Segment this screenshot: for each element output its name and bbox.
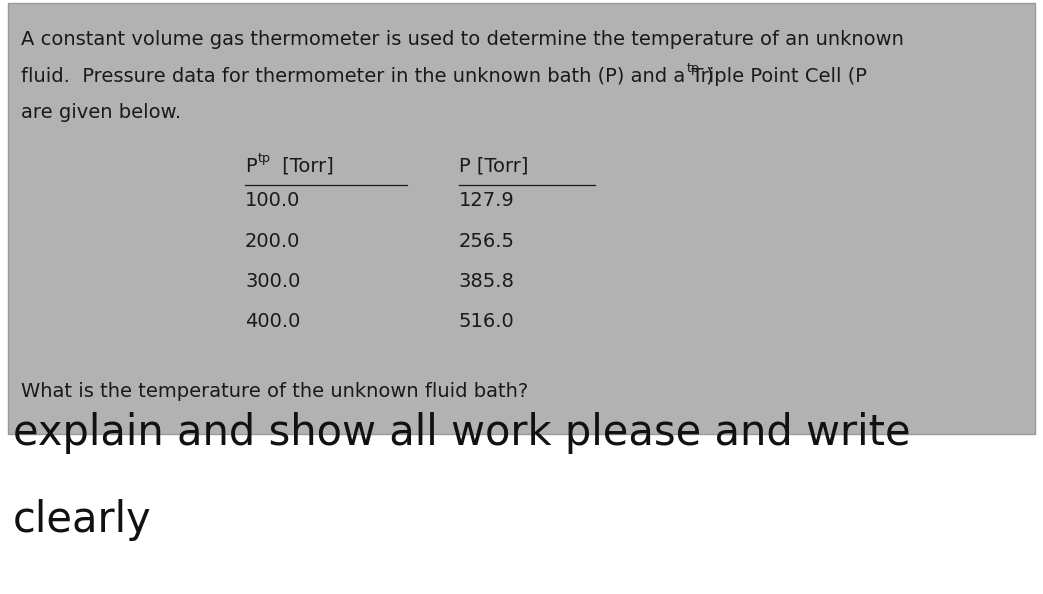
Text: tp: tp — [258, 152, 270, 165]
Text: 300.0: 300.0 — [245, 272, 300, 291]
Text: 385.8: 385.8 — [459, 272, 515, 291]
Text: [Torr]: [Torr] — [276, 157, 334, 176]
Text: ): ) — [705, 67, 712, 86]
Text: What is the temperature of the unknown fluid bath?: What is the temperature of the unknown f… — [21, 382, 528, 401]
Text: 200.0: 200.0 — [245, 232, 300, 251]
Text: are given below.: are given below. — [21, 103, 181, 122]
Text: P [Torr]: P [Torr] — [459, 157, 529, 176]
Text: explain and show all work please and write: explain and show all work please and wri… — [13, 412, 911, 454]
Text: 256.5: 256.5 — [459, 232, 515, 251]
Text: clearly: clearly — [13, 498, 151, 541]
Text: 516.0: 516.0 — [459, 312, 514, 331]
Text: tp: tp — [686, 62, 699, 75]
Text: 100.0: 100.0 — [245, 191, 300, 210]
Text: P: P — [245, 157, 257, 176]
Text: A constant volume gas thermometer is used to determine the temperature of an unk: A constant volume gas thermometer is use… — [21, 30, 903, 49]
Text: fluid.  Pressure data for thermometer in the unknown bath (P) and a Triple Point: fluid. Pressure data for thermometer in … — [21, 67, 867, 86]
Text: 400.0: 400.0 — [245, 312, 300, 331]
Text: 127.9: 127.9 — [459, 191, 514, 210]
FancyBboxPatch shape — [8, 3, 1035, 434]
